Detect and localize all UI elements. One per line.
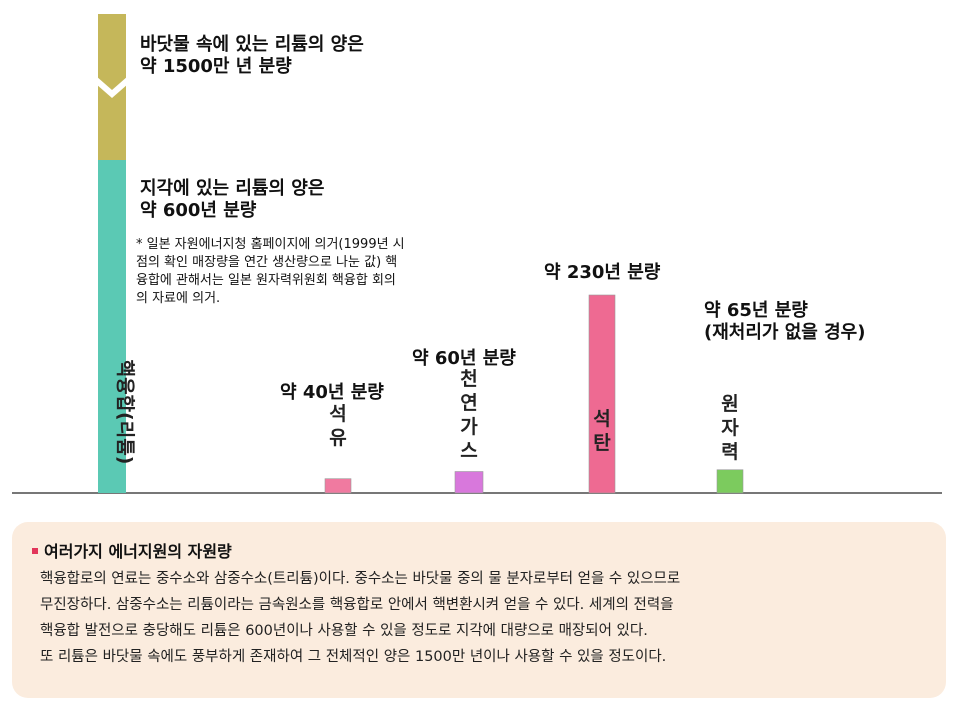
bar-coal-label-char: 석 — [593, 408, 610, 430]
bar-nuclear — [716, 469, 744, 494]
bar-gas — [454, 471, 484, 494]
bar-gas-label-char: 스 — [460, 440, 477, 462]
bar-nuclear-label-char: 원 — [721, 393, 738, 415]
panel-body: 핵융합로의 연료는 중수소와 삼중수소(트리튬)이다. 중수소는 바닷물 중의 … — [40, 566, 940, 670]
bar-oil-label-char: 석 — [329, 403, 346, 425]
bar-gas-label-char: 천 — [460, 368, 477, 390]
info-panel: 여러가지 에너지원의 자원량 핵융합로의 연료는 중수소와 삼중수소(트리튬)이… — [12, 522, 946, 698]
bar-fusion-crust — [98, 160, 126, 493]
annotation-seawater: 바닷물 속에 있는 리튬의 양은 약 1500만 년 분량 — [140, 34, 364, 77]
source-note: * 일본 자원에너지청 홈페이지에 의거(1999년 시점의 확인 매장량을 연… — [136, 237, 405, 306]
annotation-coal: 약 230년 분량 — [544, 262, 661, 283]
bar-nuclear-label-char: 력 — [721, 441, 738, 463]
axis-break-mark — [96, 76, 128, 98]
bar-coal-label-char: 탄 — [593, 432, 611, 454]
annotation-nuclear: 약 65년 분량 (재처리가 없을 경우) — [704, 300, 866, 343]
bar-gas-label-char: 연 — [460, 392, 477, 414]
panel-line: 핵융합 발전으로 충당해도 리튬은 600년이나 사용할 수 있을 정도로 지각… — [40, 623, 648, 639]
panel-title: 여러가지 에너지원의 자원량 — [32, 538, 232, 562]
panel-line: 무진장하다. 삼중수소는 리튬이라는 금속원소를 핵융합로 안에서 핵변환시켜 … — [40, 597, 674, 613]
panel-line: 또 리튬은 바닷물 속에도 풍부하게 존재하여 그 전체적인 양은 1500만 … — [40, 649, 667, 665]
bar-coal — [588, 294, 616, 494]
bar-nuclear-label-char: 자 — [721, 417, 739, 439]
annotation-oil: 약 40년 분량 — [280, 382, 384, 403]
annotation-gas: 약 60년 분량 — [412, 348, 516, 369]
panel-line: 핵융합로의 연료는 중수소와 삼중수소(트리튬)이다. 중수소는 바닷물 중의 … — [40, 571, 681, 587]
annotation-crust: 지각에 있는 리튬의 양은 약 600년 분량 — [140, 178, 325, 221]
bar-oil-label-char: 유 — [329, 427, 346, 449]
bar-gas-label-char: 가 — [460, 416, 478, 438]
bar-fusion-label: 핵융합(리튬) — [114, 360, 136, 465]
bar-oil — [324, 478, 352, 494]
bullet-icon — [32, 547, 38, 554]
